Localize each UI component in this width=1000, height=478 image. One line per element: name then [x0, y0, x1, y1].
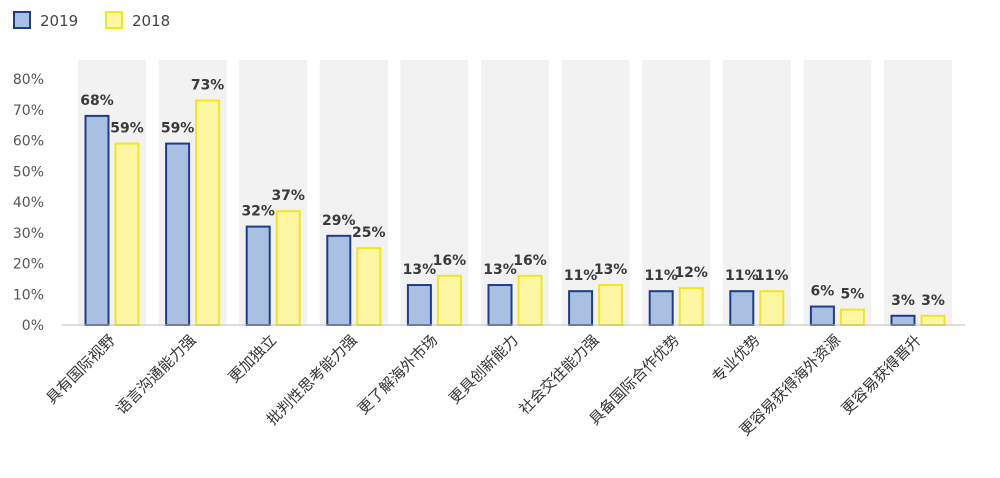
bar-2018 [920, 314, 946, 326]
x-tick-label: 更容易获得晋升 [838, 331, 925, 418]
data-label-2018: 5% [841, 287, 865, 303]
bar-2019 [245, 225, 271, 327]
data-label-2018: 16% [513, 253, 547, 269]
y-tick-label: 0% [22, 318, 44, 334]
data-label-2018: 3% [921, 293, 945, 309]
legend-swatch-2018 [105, 11, 123, 29]
data-label-2018: 16% [433, 253, 467, 269]
data-label-2019: 29% [322, 213, 356, 229]
y-tick-label: 20% [13, 257, 44, 273]
bar-2018 [356, 247, 382, 326]
bar-2019 [406, 284, 432, 326]
data-label-2018: 12% [674, 265, 708, 281]
data-labels: 68%59% 59%73%32%37%29%25%13%16%13%16%11%1… [80, 78, 945, 309]
y-axis: 0% 10% 20% 30% 40% 50% 60% 70% 80% [13, 72, 44, 334]
bar-2019 [568, 290, 594, 326]
y-tick-label: 70% [13, 103, 44, 119]
y-tick-label: 30% [13, 226, 44, 242]
legend-label-2018: 2018 [132, 12, 170, 30]
legend-swatch-2019 [13, 11, 31, 29]
data-label-2019: 11% [564, 268, 598, 284]
data-label-2019: 13% [403, 262, 437, 278]
data-label-2019: 11% [725, 268, 759, 284]
data-label-2018: 13% [594, 262, 628, 278]
data-label-2018: 59% [110, 121, 144, 137]
x-tick-label: 具有国际视野 [42, 331, 118, 407]
data-label-2019: 59% [161, 121, 195, 137]
bar-2018 [839, 308, 865, 326]
data-label-2019: 11% [644, 268, 678, 284]
category-band [884, 60, 952, 325]
x-tick-label: 更加独立 [225, 331, 280, 386]
x-tick-label: 更具创新能力 [445, 331, 521, 407]
x-tick-label: 社会交往能力强 [515, 331, 602, 418]
bar-2018 [759, 290, 785, 326]
y-tick-label: 60% [13, 134, 44, 150]
category-band [803, 60, 872, 325]
bar-2019 [84, 114, 110, 327]
data-label-2018: 37% [271, 188, 305, 204]
legend-label-2019: 2019 [40, 12, 78, 30]
data-label-2018: 11% [755, 268, 789, 284]
bar-2019 [729, 290, 755, 326]
bar-2018 [598, 284, 624, 326]
data-label-2019: 6% [811, 284, 835, 300]
bar-2019 [890, 314, 916, 326]
bar-2019 [165, 142, 191, 326]
category-band [561, 60, 630, 325]
bar-2019 [648, 290, 674, 326]
bar-2019 [809, 305, 835, 326]
bar-2019 [487, 284, 513, 326]
x-tick-label: 语言沟通能力强 [112, 331, 199, 418]
category-band [722, 60, 791, 325]
x-tick-label: 专业优势 [708, 331, 763, 386]
y-tick-label: 40% [13, 195, 44, 211]
data-label-2018: 73% [191, 78, 225, 94]
bar-2018 [114, 142, 140, 326]
y-tick-label: 80% [13, 72, 44, 88]
data-label-2019: 68% [80, 93, 114, 109]
data-label-2019: 3% [891, 293, 915, 309]
y-tick-label: 50% [13, 164, 44, 180]
bar-2018 [517, 274, 543, 326]
bar-2019 [326, 234, 352, 326]
x-tick-label: 更了解海外市场 [354, 331, 441, 418]
data-label-2019: 32% [241, 204, 275, 220]
legend: 2019 2018 [13, 11, 170, 30]
data-label-2018: 25% [352, 225, 386, 241]
bar-2018 [678, 287, 704, 327]
data-label-2019: 13% [483, 262, 517, 278]
bar-2018 [275, 210, 301, 327]
bar-2018 [436, 274, 462, 326]
y-tick-label: 10% [13, 287, 44, 303]
category-band [642, 60, 711, 325]
bar-2018 [195, 99, 221, 327]
